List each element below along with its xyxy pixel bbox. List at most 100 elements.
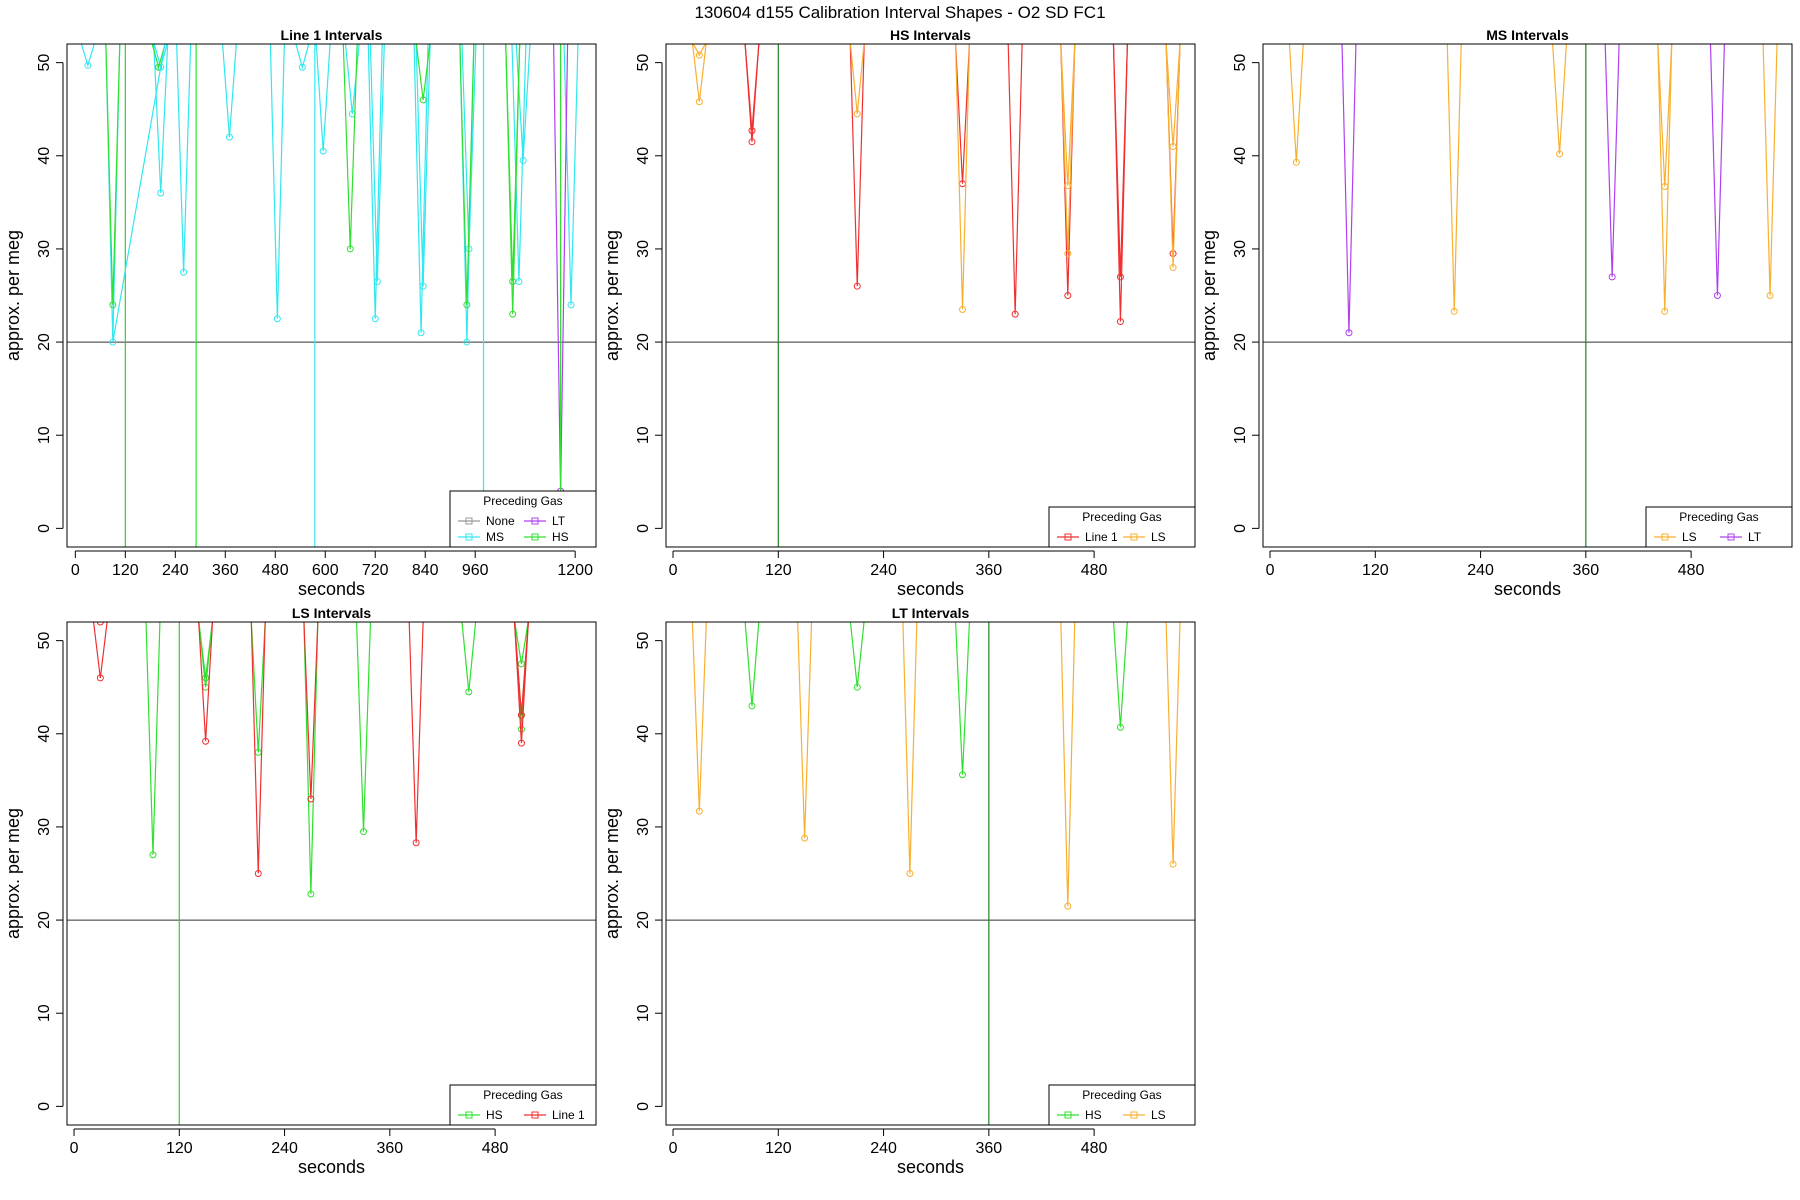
series-trace	[513, 622, 529, 716]
y-tick-label: 0	[36, 1102, 53, 1111]
data-point	[695, 51, 703, 59]
series-trace	[415, 44, 431, 100]
x-tick-label: 360	[212, 562, 239, 579]
data-point	[517, 660, 525, 668]
series-trace	[459, 44, 475, 305]
x-tick-label: 240	[870, 1140, 897, 1157]
data-point	[517, 739, 525, 747]
x-tick-label: 1200	[557, 562, 593, 579]
series-trace	[198, 622, 214, 688]
legend-entry-none: None	[458, 514, 515, 528]
y-tick-label: 0	[1232, 524, 1249, 533]
legend-title: Preceding Gas	[483, 1088, 562, 1102]
legend: Preceding Gas HS Line 1	[449, 1084, 597, 1126]
y-tick-label: 40	[36, 725, 53, 743]
x-tick-label: 0	[70, 1140, 79, 1157]
series-trace	[1446, 44, 1462, 312]
x-axis-label: seconds	[1494, 579, 1561, 599]
legend-swatch-marker	[465, 517, 473, 525]
panel-title: LS Intervals	[292, 605, 372, 621]
data-point	[1116, 318, 1124, 326]
y-tick-label: 20	[635, 911, 652, 929]
series-trace	[250, 622, 266, 753]
plot-frame	[665, 43, 1196, 548]
series-trace	[269, 44, 285, 319]
y-tick-label: 10	[36, 426, 53, 444]
data-point	[419, 282, 427, 290]
legend-label: LT	[1748, 530, 1762, 544]
data-point	[1064, 250, 1072, 258]
legend-entry-ls: LS	[1123, 530, 1166, 544]
x-tick-label: 0	[669, 562, 678, 579]
series-trace	[1060, 44, 1076, 186]
data-point	[1116, 723, 1124, 731]
data-point	[509, 310, 517, 318]
series-ls	[691, 622, 1181, 910]
legend-entry-line-1: Line 1	[1057, 530, 1118, 544]
data-point	[695, 807, 703, 815]
y-tick-label: 0	[635, 524, 652, 533]
series-trace	[902, 622, 918, 874]
legend-box	[1048, 506, 1196, 548]
legend-box	[449, 490, 597, 548]
data-point	[157, 189, 165, 197]
legend: Preceding Gas LS LT	[1645, 506, 1793, 548]
x-axis-label: seconds	[298, 1157, 365, 1177]
legend-box	[1645, 506, 1793, 548]
legend-entry-lt: LT	[524, 514, 566, 528]
data-point	[853, 282, 861, 290]
x-tick-label: 120	[765, 562, 792, 579]
x-tick-label: 600	[312, 562, 339, 579]
plot-frame	[665, 621, 1196, 1126]
series-trace	[954, 44, 971, 310]
y-tick-label: 40	[36, 147, 53, 165]
data-point	[1116, 273, 1124, 281]
series-trace	[744, 622, 760, 706]
data-point	[853, 110, 861, 118]
data-point	[1292, 158, 1300, 166]
data-point	[180, 268, 188, 276]
series-trace	[1709, 44, 1725, 296]
series-trace	[342, 44, 358, 249]
y-tick-label: 40	[1232, 147, 1249, 165]
series-trace	[1657, 44, 1673, 187]
x-tick-label: 120	[166, 1140, 193, 1157]
series-trace	[461, 622, 477, 692]
series-trace	[1007, 44, 1023, 315]
data-point	[319, 147, 327, 155]
y-tick-label: 50	[635, 632, 652, 650]
legend-label: Line 1	[552, 1108, 585, 1122]
legend-entry-hs: HS	[458, 1108, 503, 1122]
series-trace	[511, 44, 527, 282]
data-point	[1556, 150, 1564, 158]
x-tick-label: 480	[1081, 1140, 1108, 1157]
data-point	[1064, 902, 1072, 910]
data-point	[748, 127, 756, 135]
series-ls	[691, 44, 1181, 313]
series-trace	[1341, 44, 1357, 333]
legend-label: Line 1	[1085, 530, 1118, 544]
data-point	[517, 725, 525, 733]
plot-frame	[66, 43, 597, 548]
data-point	[373, 278, 381, 286]
legend-label: LS	[1151, 1108, 1166, 1122]
series-trace	[408, 622, 424, 843]
data-point	[96, 674, 104, 682]
series-trace	[303, 622, 319, 800]
series-trace	[1165, 44, 1181, 147]
y-axis-label: approx. per meg	[3, 808, 23, 939]
series-trace	[295, 44, 310, 70]
plot-area	[67, 622, 596, 1125]
series-hs	[145, 622, 529, 898]
data-point	[109, 301, 117, 309]
y-tick-label: 0	[635, 1102, 652, 1111]
data-point	[801, 834, 809, 842]
figure-title: 130604 d155 Calibration Interval Shapes …	[694, 3, 1105, 22]
series-trace	[105, 44, 121, 305]
y-axis-label: approx. per meg	[1199, 230, 1219, 361]
legend-entry-line-1: Line 1	[524, 1108, 585, 1122]
y-tick-label: 20	[635, 333, 652, 351]
data-point	[567, 301, 575, 309]
series-trace	[413, 44, 429, 333]
series-trace	[92, 622, 108, 678]
